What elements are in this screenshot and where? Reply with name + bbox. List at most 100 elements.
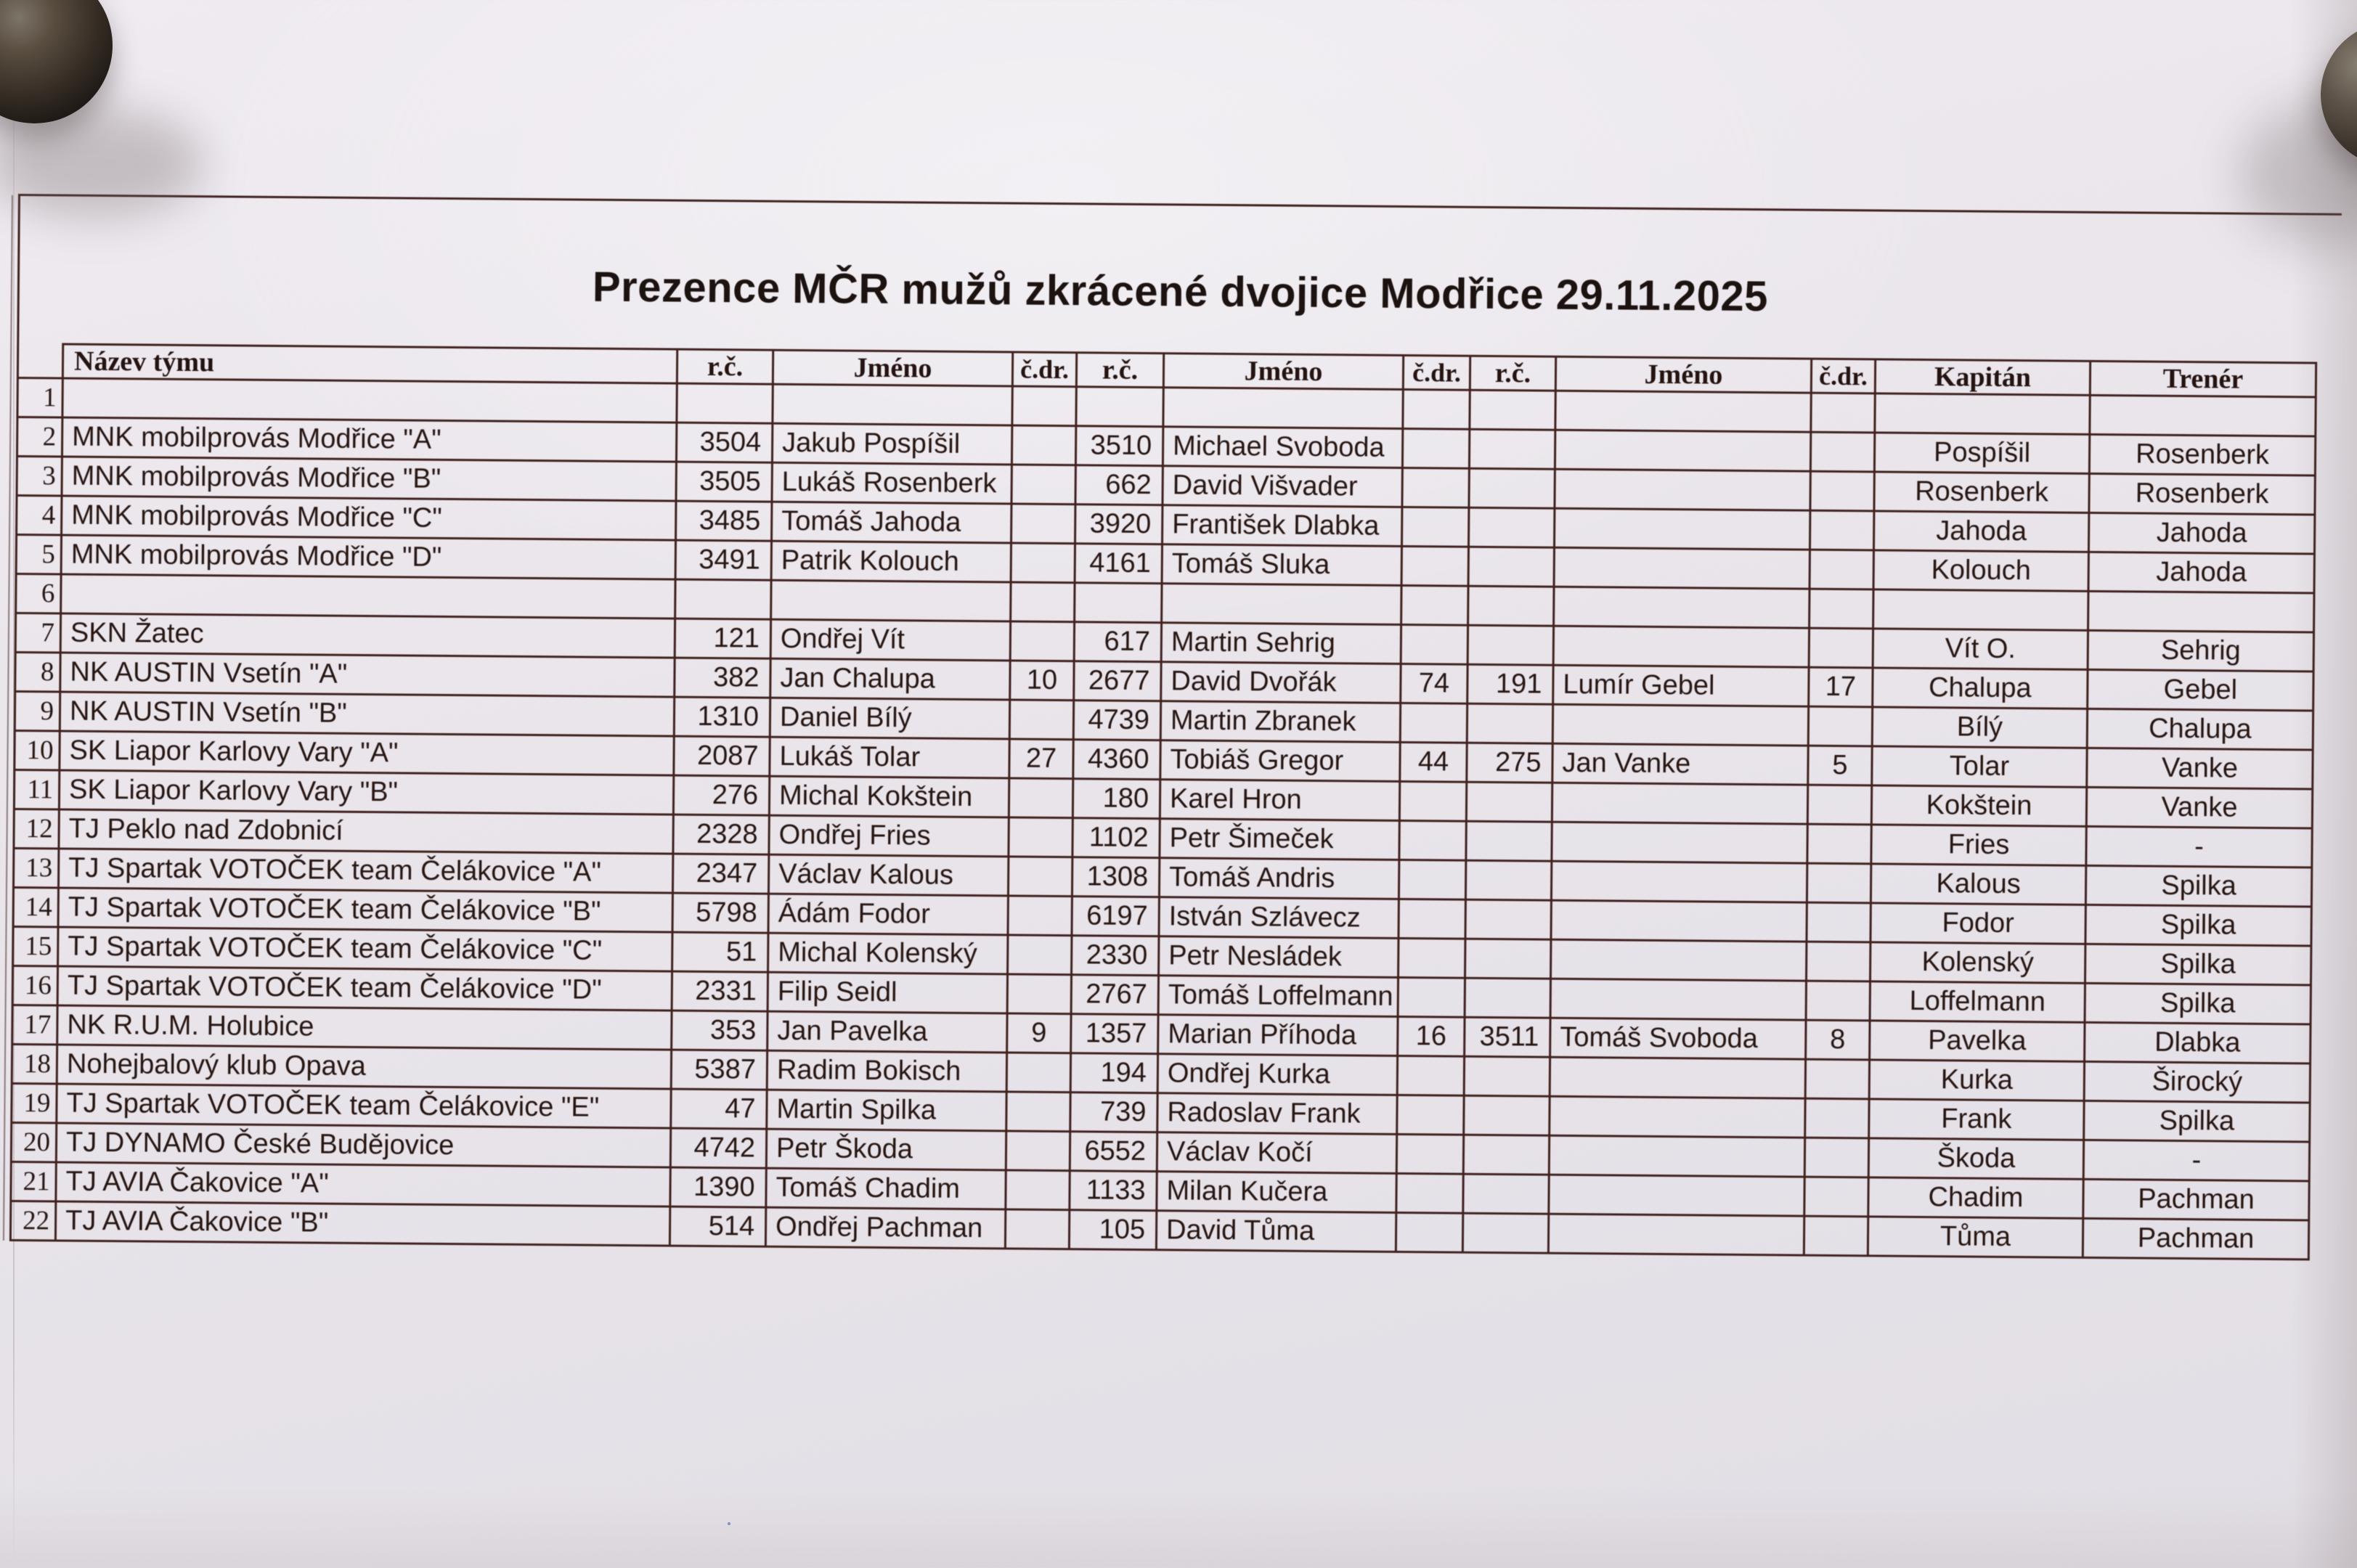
table-cell (770, 580, 1011, 621)
table-cell: Milan Kučera (1156, 1171, 1397, 1213)
table-cell (1398, 938, 1465, 979)
table-cell: Ádám Fodor (768, 894, 1009, 935)
table-cell (1465, 978, 1551, 1018)
table-cell (1402, 428, 1470, 469)
table-cell: Ondřej Vít (770, 619, 1011, 661)
table-cell (1555, 391, 1812, 433)
row-number-header (17, 343, 63, 379)
magnet-top-left (0, 0, 113, 123)
table-cell: SKN Žatec (60, 613, 675, 658)
row-number-cell: 20 (11, 1122, 57, 1162)
table-cell (1009, 777, 1073, 818)
table-cell: Lukáš Tolar (769, 737, 1010, 778)
paper-speck (728, 1522, 730, 1525)
column-header: č.dr. (1403, 355, 1470, 391)
table-cell: Pachman (2083, 1218, 2309, 1259)
table-cell: 275 (1466, 743, 1553, 783)
table-cell (1401, 624, 1468, 665)
table-cell: 3485 (675, 501, 772, 542)
table-cell (1468, 547, 1555, 587)
table-cell: Marian Příhoda (1157, 1014, 1399, 1056)
table-cell: Tůma (1868, 1216, 2083, 1258)
table-cell (1804, 1177, 1869, 1217)
table-cell (1809, 628, 1873, 668)
table-cell: Ondřej Kurka (1157, 1053, 1398, 1095)
table-cell (1465, 860, 1552, 901)
table-cell (675, 579, 772, 620)
table-cell: Sehrig (2088, 630, 2314, 672)
table-cell: István Szlávecz (1158, 897, 1399, 939)
table-cell: MNK mobilprovás Modřice "B" (62, 457, 677, 502)
table-cell: Nohejbalový klub Opava (57, 1044, 672, 1090)
table-cell: Širocký (2084, 1061, 2311, 1103)
table-cell: Filip Seidl (768, 972, 1008, 1013)
table-cell: Gebel (2087, 669, 2314, 711)
printed-roster-sheet: Prezence MČR mužů zkrácené dvojice Modři… (9, 194, 2342, 1261)
table-cell: TJ DYNAMO České Budějovice (56, 1122, 671, 1168)
table-cell: TJ Spartak VOTOČEK team Čelákovice "A" (58, 849, 673, 894)
table-cell: David Dvořák (1160, 661, 1401, 703)
table-cell (1804, 1138, 1869, 1177)
table-cell (1399, 820, 1467, 861)
table-cell: 191 (1467, 664, 1554, 705)
table-cell: Škoda (1868, 1138, 2084, 1180)
table-cell: 3504 (676, 422, 773, 463)
table-cell: 121 (675, 618, 771, 659)
table-cell: Pavelka (1869, 1020, 2085, 1062)
table-cell (1465, 899, 1552, 940)
table-cell (1550, 900, 1807, 942)
table-cell: Jakub Pospíšil (772, 423, 1012, 465)
table-cell: 5387 (671, 1050, 768, 1090)
table-cell: NK R.U.M. Holubice (57, 1005, 672, 1050)
row-number-cell: 11 (14, 769, 60, 810)
table-cell: 1102 (1072, 817, 1160, 858)
table-cell: Václav Kočí (1157, 1132, 1397, 1174)
table-cell: 353 (671, 1010, 768, 1051)
table-cell (772, 384, 1013, 425)
table-cell: 617 (1074, 621, 1162, 662)
table-cell: 1133 (1069, 1170, 1157, 1211)
column-header: r.č. (1076, 352, 1164, 388)
paper-bottom-shadow (0, 1488, 2357, 1568)
table-cell (1401, 507, 1469, 547)
table-cell: Patrik Kolouch (771, 541, 1011, 582)
table-cell (1463, 1095, 1550, 1136)
table-cell: 1308 (1072, 857, 1160, 897)
table-cell: 9 (1006, 1013, 1072, 1053)
table-cell: Václav Kalous (768, 854, 1009, 896)
table-cell: Tomáš Sluka (1162, 544, 1402, 586)
column-header: Jméno (1555, 356, 1812, 393)
table-cell: 6552 (1070, 1131, 1157, 1172)
table-cell (1008, 856, 1072, 897)
table-cell (1005, 1209, 1070, 1249)
table-cell (1552, 783, 1808, 825)
column-header: r.č. (1470, 356, 1556, 391)
table-cell: 3920 (1075, 504, 1163, 544)
table-cell: 105 (1069, 1209, 1157, 1250)
table-cell: - (2083, 1140, 2310, 1181)
column-header: Kapitán (1875, 359, 2091, 396)
table-cell (1397, 1055, 1465, 1096)
table-cell: Martin Sehrig (1161, 622, 1401, 664)
table-cell: Chalupa (2087, 709, 2313, 751)
table-cell: TJ Spartak VOTOČEK team Čelákovice "C" (57, 926, 673, 972)
table-cell: 16 (1397, 1016, 1465, 1057)
row-number-cell: 4 (16, 495, 62, 536)
row-number-cell: 19 (11, 1083, 57, 1123)
table-cell (1462, 1213, 1549, 1254)
table-cell: TJ AVIA Čakovice "A" (55, 1161, 671, 1207)
table-cell (1074, 582, 1163, 623)
table-cell: Lukáš Rosenberk (771, 462, 1012, 504)
table-cell: Fodor (1870, 902, 2086, 944)
table-cell: David Tůma (1156, 1210, 1396, 1252)
table-cell: Ondřej Fries (768, 815, 1009, 857)
table-cell (1469, 429, 1555, 470)
table-cell (1468, 468, 1555, 509)
table-cell (2089, 395, 2316, 437)
row-number-cell: 7 (15, 613, 61, 653)
table-cell: Chalupa (1872, 667, 2088, 709)
roster-table-body: 1 2 MNK mobilprovás Modřice "A" 3504 Jakub P… (10, 377, 2316, 1259)
table-cell: Jan Chalupa (770, 658, 1011, 700)
table-cell (1549, 1096, 1806, 1138)
table-cell (1549, 1135, 1805, 1177)
